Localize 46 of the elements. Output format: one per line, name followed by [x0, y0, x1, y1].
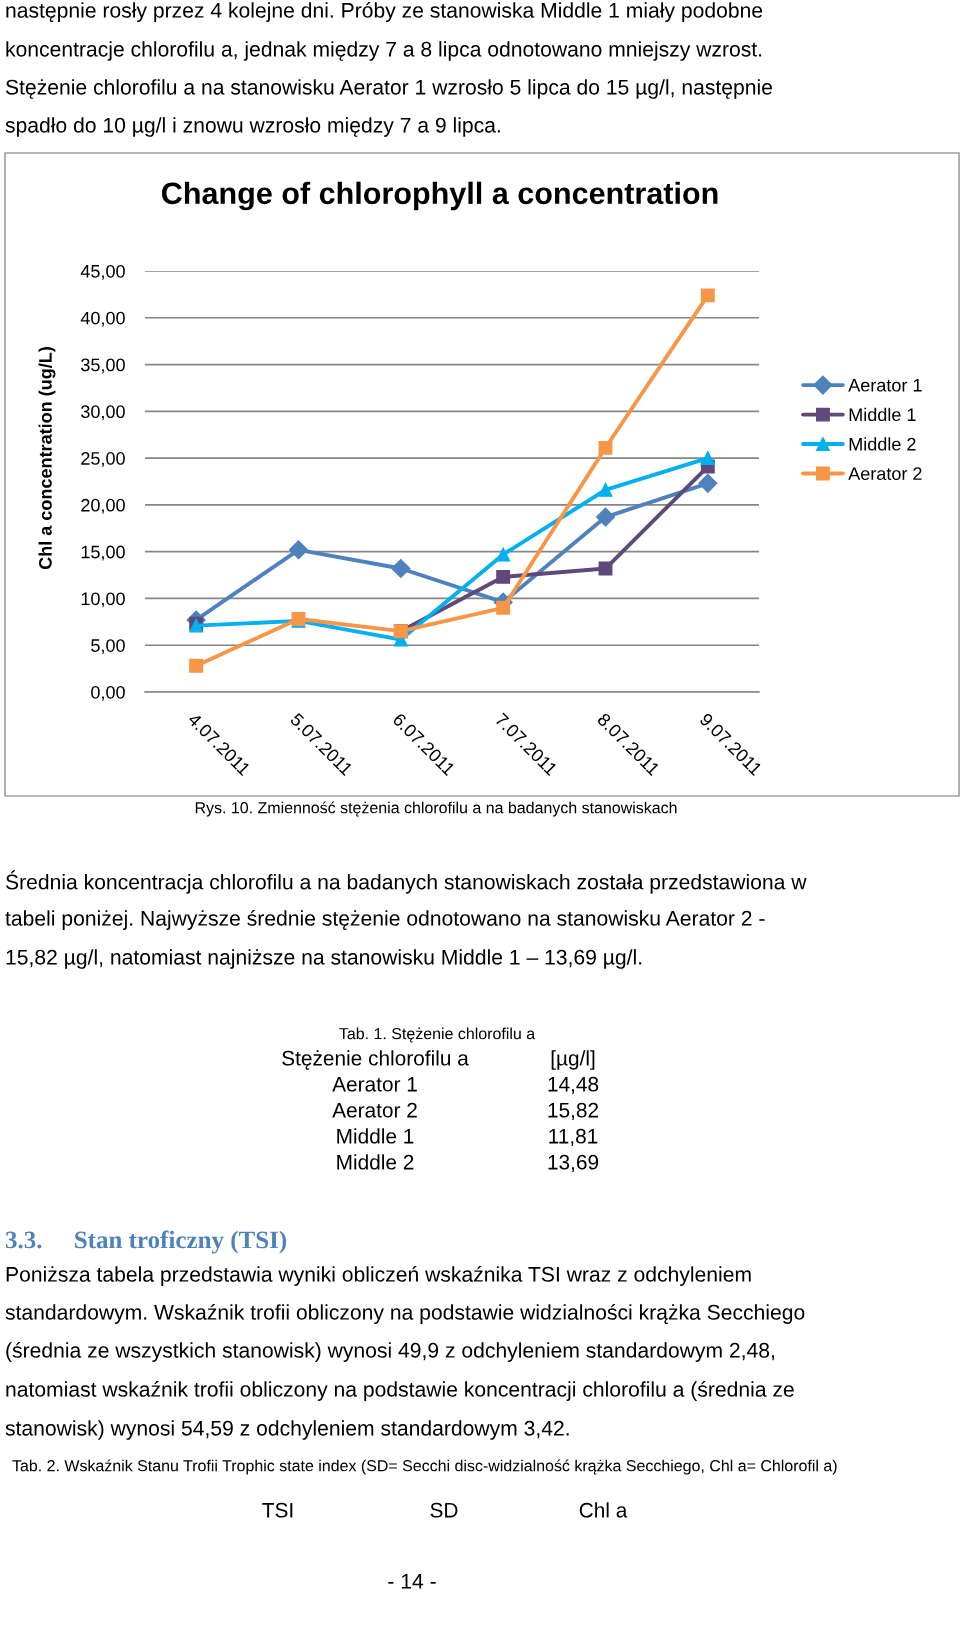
text: standardowym. Wskaźnik trofii obliczony na podstawie widzialności krążka Secchiego: [5, 1304, 805, 1324]
text: Aerator 1: [332, 1077, 417, 1092]
text: koncentracje chlorofilu a, jednak między 7 a 8 lipca odnotowano mniejszy wzrost.: [6, 41, 762, 61]
y-tick-label: 5,00: [91, 639, 125, 655]
text: Rys. 10. Zmienność stężenia chlorofilu a na badanych stanowiskach: [195, 801, 677, 817]
y-tick-label: 35,00: [81, 358, 125, 374]
text: Middle 1: [337, 1128, 414, 1144]
text: natomiast wskaźnik trofii obliczony na podstawie koncentracji chlorofilu a (średnia ze: [6, 1381, 794, 1401]
text: Stężenie chlorofilu a: [282, 1050, 469, 1070]
text: - 14 -: [388, 1573, 436, 1589]
text: Stężenie chlorofilu a na stanowisku Aerator 1 wzrosło 5 lipca do 15 µg/l, następnie: [5, 79, 772, 99]
text: (średnia ze wszystkich stanowisk) wynosi 49,9 z odchyleniem standardowym 2,48,: [6, 1342, 774, 1362]
text: 14,48: [548, 1076, 599, 1095]
legend-label: Middle 1: [849, 407, 916, 422]
y-tick-label: 30,00: [81, 405, 125, 421]
text: 15,82 µg/l, natomiast najniższe na stanowisku Middle 1 – 13,69 µg/l.: [6, 949, 642, 969]
text: Poniższa tabela przedstawia wyniki obliczeń wskaźnika TSI wraz z odchyleniem: [6, 1266, 751, 1286]
y-tick-label: 25,00: [81, 452, 125, 467]
text: Chl a: [579, 1502, 628, 1518]
text: 15,82: [548, 1102, 599, 1121]
y-tick-label: 40,00: [80, 311, 125, 327]
text: stanowisk) wynosi 54,59 z odchyleniem standardowym 3,42.: [5, 1420, 569, 1440]
legend-label: Aerator 2: [848, 467, 922, 481]
text: [µg/l]: [551, 1050, 595, 1070]
caption: Tab. 2. Wskaźnik Stanu Trofii Trophic state index (SD= Secchi disc-widzialność krążka Secchiego, Chl a= Chlorofil a): [12, 1459, 837, 1475]
text: Middle 2: [337, 1154, 414, 1170]
text: SD: [430, 1502, 458, 1518]
y-tick-label: 10,00: [81, 592, 125, 608]
text: spadło do 10 µg/l i znowu wzrosło między 7 a 9 lipca.: [5, 117, 500, 137]
text: Aerator 2: [332, 1102, 417, 1118]
y-axis-title: Chl a concentration (ug/L): [38, 347, 56, 570]
caption: Tab. 1. Stężenie chlorofilu a: [339, 1027, 536, 1043]
text: tabeli poniżej. Najwyższe średnie stężenie odnotowano na stanowisku Aerator 2 -: [5, 910, 765, 930]
text: 13,69: [548, 1154, 599, 1173]
y-tick-label: 15,00: [81, 545, 125, 561]
text: 11,81: [549, 1128, 598, 1147]
y-tick-label: 45,00: [80, 264, 125, 280]
legend-label: Middle 2: [849, 437, 916, 451]
text: Średnia koncentracja chlorofilu a na badanych stanowiskach została przedstawiona w: [5, 870, 807, 894]
text: 3.3. Stan troficzny (TSI): [5, 1230, 287, 1254]
text: TSI: [262, 1502, 293, 1518]
y-tick-label: 20,00: [81, 498, 125, 514]
y-tick-label: 0,00: [91, 685, 125, 701]
legend-label: Aerator 1: [848, 379, 922, 392]
chart-title: Change of chlorophyll a concentration: [162, 181, 718, 211]
text: następnie rosły przez 4 kolejne dni. Próby ze stanowiska Middle 1 miały podobne: [6, 2, 763, 22]
